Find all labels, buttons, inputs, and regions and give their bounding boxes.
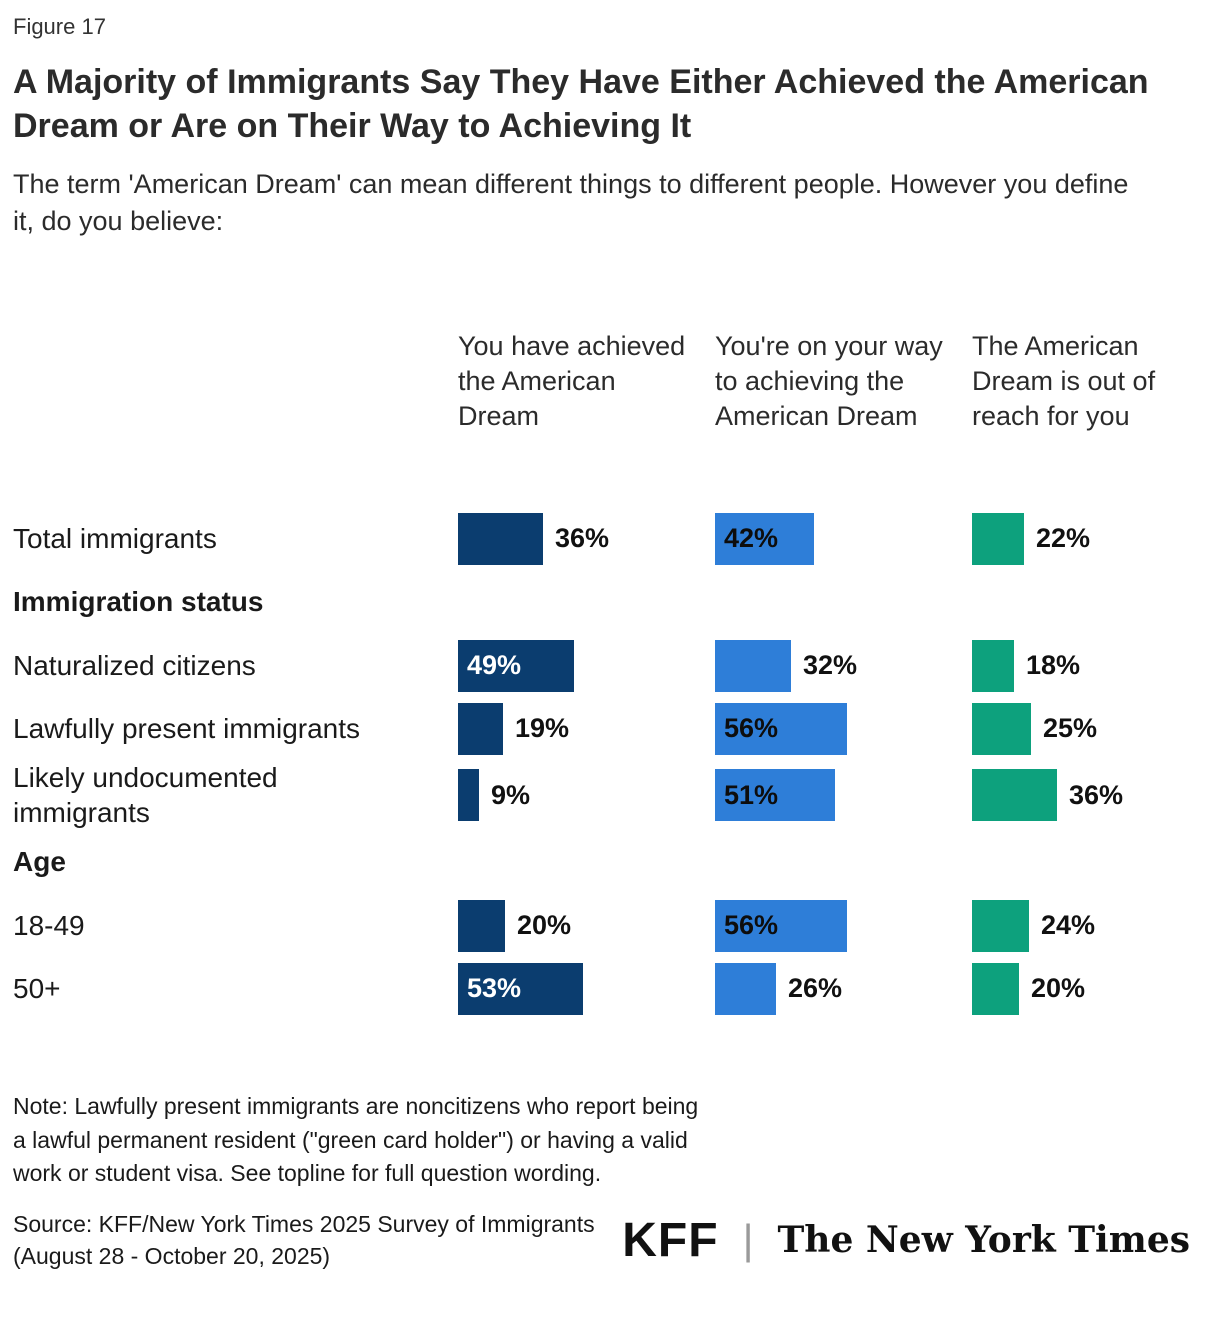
bar-cell: 32% — [715, 639, 972, 692]
bar-value-label: 42% — [724, 523, 779, 554]
bar-segment — [972, 899, 1029, 952]
logo-separator: | — [742, 1216, 754, 1264]
bar-cell: 42% — [715, 512, 972, 565]
bar-cell: 20% — [458, 899, 715, 952]
bar-segment — [972, 769, 1057, 822]
bar-segment: 56% — [715, 702, 847, 755]
bar-value-label: 49% — [467, 650, 522, 681]
bar-cell: 56% — [715, 899, 972, 952]
subtitle: The term 'American Dream' can mean diffe… — [13, 169, 1129, 236]
bar-value-label: 22% — [1036, 523, 1091, 554]
bar-value-label: 20% — [517, 910, 572, 941]
bar-segment — [458, 512, 543, 565]
chart-row: 18-49 20% 56% 24% — [13, 894, 1204, 957]
row-label: Naturalized citizens — [13, 650, 256, 682]
bar-cell: 49% — [458, 639, 715, 692]
kff-logo: KFF — [622, 1213, 719, 1267]
bar-segment: 56% — [715, 899, 847, 952]
row-label: Likely undocumented immigrants — [13, 762, 278, 829]
bar-cell: 53% — [458, 962, 715, 1015]
bar-cell: 20% — [972, 962, 1220, 1015]
chart-row: Likely undocumented immigrants 9% 51% 36% — [13, 760, 1204, 830]
bar-segment: 49% — [458, 639, 574, 692]
row-label: 18-49 — [13, 910, 85, 942]
bar-chart: Total immigrants 36% 42% 22% Immigration sta… — [13, 507, 1204, 1020]
row-label: Total immigrants — [13, 523, 217, 555]
section-label: Immigration status — [13, 586, 264, 618]
column-header-out-of-reach: The American Dream is out of reach for y… — [972, 330, 1156, 431]
page-title: A Majority of Immigrants Say They Have E… — [13, 63, 1149, 146]
bar-cell: 51% — [715, 769, 972, 822]
bar-cell: 24% — [972, 899, 1220, 952]
bar-segment — [972, 702, 1031, 755]
row-label: 50+ — [13, 973, 61, 1005]
source-text: Source: KFF/New York Times 2025 Survey o… — [13, 1211, 595, 1270]
section-label: Age — [13, 846, 66, 878]
section-row: Immigration status — [13, 570, 1204, 634]
bar-cell: 18% — [972, 639, 1220, 692]
bar-cell: 26% — [715, 962, 972, 1015]
bar-value-label: 20% — [1031, 973, 1086, 1004]
chart-row: Lawfully present immigrants 19% 56% 25% — [13, 697, 1204, 760]
bar-value-label: 9% — [491, 779, 531, 810]
bar-value-label: 32% — [803, 650, 858, 681]
bar-value-label: 56% — [724, 713, 779, 744]
bar-value-label: 36% — [1069, 779, 1124, 810]
column-header-achieved: You have achieved the American Dream — [458, 330, 686, 431]
chart-note: Note: Lawfully present immigrants are no… — [13, 1093, 699, 1186]
footer: Source: KFF/New York Times 2025 Survey o… — [13, 1208, 1204, 1272]
bar-cell: 9% — [458, 769, 715, 822]
nyt-logo: The New York Times — [777, 1219, 1191, 1262]
chart-row: Total immigrants 36% 42% 22% — [13, 507, 1204, 570]
bar-value-label: 53% — [467, 973, 522, 1004]
bar-segment — [458, 702, 503, 755]
column-headers-row: You have achieved the American Dream You… — [13, 255, 1204, 507]
bar-cell: 36% — [458, 512, 715, 565]
bar-value-label: 51% — [724, 779, 779, 810]
bar-value-label: 19% — [515, 713, 570, 744]
bar-segment — [972, 639, 1014, 692]
bar-cell: 25% — [972, 702, 1220, 755]
section-row: Age — [13, 830, 1204, 894]
bar-value-label: 56% — [724, 910, 779, 941]
bar-value-label: 36% — [555, 523, 610, 554]
bar-segment — [972, 962, 1019, 1015]
bar-cell: 19% — [458, 702, 715, 755]
bar-segment — [458, 769, 479, 822]
bar-segment — [715, 639, 791, 692]
bar-value-label: 18% — [1026, 650, 1081, 681]
bar-cell: 36% — [972, 769, 1220, 822]
column-header-on-way: You're on your way to achieving the Amer… — [715, 330, 943, 431]
bar-segment: 51% — [715, 769, 835, 822]
bar-value-label: 25% — [1043, 713, 1098, 744]
figure-label: Figure 17 — [13, 14, 106, 39]
bar-value-label: 26% — [788, 973, 843, 1004]
bar-value-label: 24% — [1041, 910, 1096, 941]
chart-row: Naturalized citizens 49% 32% 18% — [13, 634, 1204, 697]
bar-segment: 42% — [715, 512, 814, 565]
bar-segment — [972, 512, 1024, 565]
logo-group: KFF | The New York Times — [622, 1213, 1204, 1268]
bar-segment — [458, 899, 505, 952]
bar-cell: 56% — [715, 702, 972, 755]
bar-cell: 22% — [972, 512, 1220, 565]
row-label: Lawfully present immigrants — [13, 713, 361, 745]
bar-segment — [715, 962, 776, 1015]
bar-segment: 53% — [458, 962, 583, 1015]
chart-row: 50+ 53% 26% 20% — [13, 957, 1204, 1020]
